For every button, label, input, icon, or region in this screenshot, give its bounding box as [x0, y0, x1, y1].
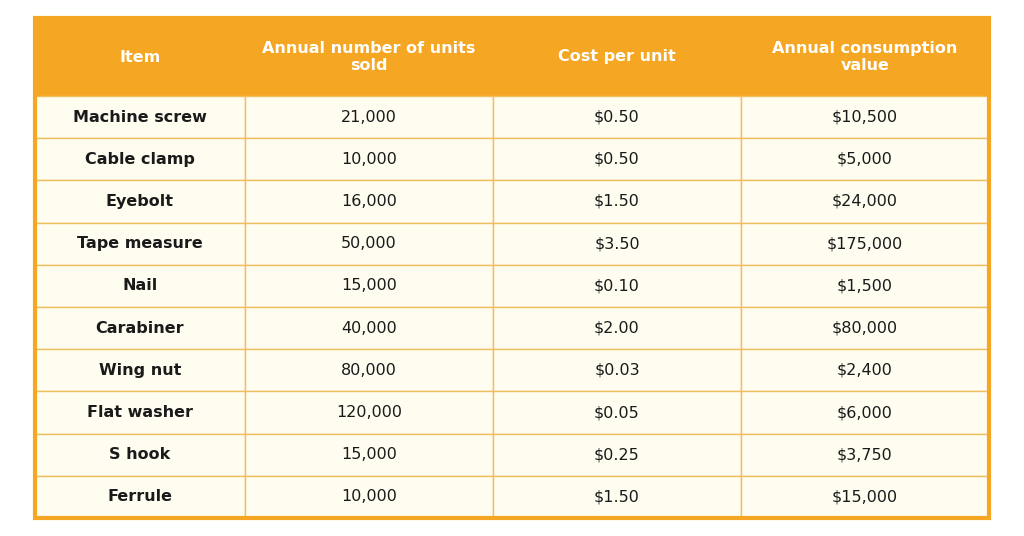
Bar [245, 138, 493, 181]
Text: $175,000: $175,000 [826, 236, 903, 251]
Bar [741, 476, 989, 518]
Bar [741, 265, 989, 307]
Bar [245, 222, 493, 265]
Text: $1,500: $1,500 [837, 278, 893, 293]
Bar [741, 307, 989, 349]
Text: 21,000: 21,000 [341, 109, 397, 124]
Bar [35, 96, 245, 138]
Text: $1.50: $1.50 [594, 194, 640, 209]
Bar [493, 222, 741, 265]
Text: $0.50: $0.50 [594, 109, 640, 124]
Text: 10,000: 10,000 [341, 489, 397, 504]
Text: $1.50: $1.50 [594, 489, 640, 504]
Text: $5,000: $5,000 [837, 152, 893, 167]
Bar [245, 476, 493, 518]
Text: Eyebolt: Eyebolt [105, 194, 174, 209]
Text: $80,000: $80,000 [831, 321, 898, 336]
Bar [245, 265, 493, 307]
Bar [245, 18, 493, 96]
Text: 10,000: 10,000 [341, 152, 397, 167]
Bar [35, 349, 245, 391]
Text: $0.10: $0.10 [594, 278, 640, 293]
Bar [245, 349, 493, 391]
Bar [35, 265, 245, 307]
Text: Flat washer: Flat washer [87, 405, 193, 420]
Bar [245, 181, 493, 222]
Text: Wing nut: Wing nut [98, 363, 181, 378]
Text: $3.50: $3.50 [594, 236, 640, 251]
Bar [35, 18, 245, 96]
Bar [245, 307, 493, 349]
Bar [245, 434, 493, 476]
Bar [493, 96, 741, 138]
Text: $3,750: $3,750 [837, 447, 893, 462]
Text: Item: Item [120, 49, 161, 64]
Bar [493, 138, 741, 181]
Bar [741, 434, 989, 476]
Text: 16,000: 16,000 [341, 194, 397, 209]
Bar [35, 138, 245, 181]
Text: $6,000: $6,000 [837, 405, 893, 420]
Bar [741, 391, 989, 434]
Bar [493, 181, 741, 222]
Bar [741, 96, 989, 138]
Bar [35, 222, 245, 265]
Text: $0.50: $0.50 [594, 152, 640, 167]
Text: 15,000: 15,000 [341, 447, 397, 462]
Bar [35, 476, 245, 518]
Text: $10,500: $10,500 [831, 109, 898, 124]
Text: $24,000: $24,000 [831, 194, 898, 209]
Text: $2.00: $2.00 [594, 321, 640, 336]
Bar [741, 181, 989, 222]
Text: Annual consumption
value: Annual consumption value [772, 41, 957, 73]
Text: Tape measure: Tape measure [77, 236, 203, 251]
Bar [493, 307, 741, 349]
Text: Nail: Nail [122, 278, 158, 293]
Bar [493, 18, 741, 96]
Bar [245, 96, 493, 138]
Text: Ferrule: Ferrule [108, 489, 172, 504]
Text: Cost per unit: Cost per unit [558, 49, 676, 64]
Text: $0.05: $0.05 [594, 405, 640, 420]
Bar [35, 434, 245, 476]
Text: $15,000: $15,000 [831, 489, 898, 504]
Text: 120,000: 120,000 [336, 405, 401, 420]
Text: $0.03: $0.03 [594, 363, 640, 378]
Text: 15,000: 15,000 [341, 278, 397, 293]
Bar [493, 349, 741, 391]
Text: 40,000: 40,000 [341, 321, 396, 336]
Bar [35, 391, 245, 434]
Text: Machine screw: Machine screw [73, 109, 207, 124]
Bar [35, 181, 245, 222]
Text: S hook: S hook [110, 447, 171, 462]
Bar [493, 265, 741, 307]
Text: Cable clamp: Cable clamp [85, 152, 195, 167]
Bar [493, 391, 741, 434]
Text: $0.25: $0.25 [594, 447, 640, 462]
Bar [35, 307, 245, 349]
Text: Carabiner: Carabiner [95, 321, 184, 336]
Bar [741, 222, 989, 265]
Bar [741, 138, 989, 181]
Bar [741, 349, 989, 391]
Text: $2,400: $2,400 [837, 363, 893, 378]
Text: 80,000: 80,000 [341, 363, 397, 378]
Text: Annual number of units
sold: Annual number of units sold [262, 41, 475, 73]
Bar [493, 434, 741, 476]
Bar [741, 18, 989, 96]
Text: 50,000: 50,000 [341, 236, 396, 251]
Bar [493, 476, 741, 518]
Bar [245, 391, 493, 434]
